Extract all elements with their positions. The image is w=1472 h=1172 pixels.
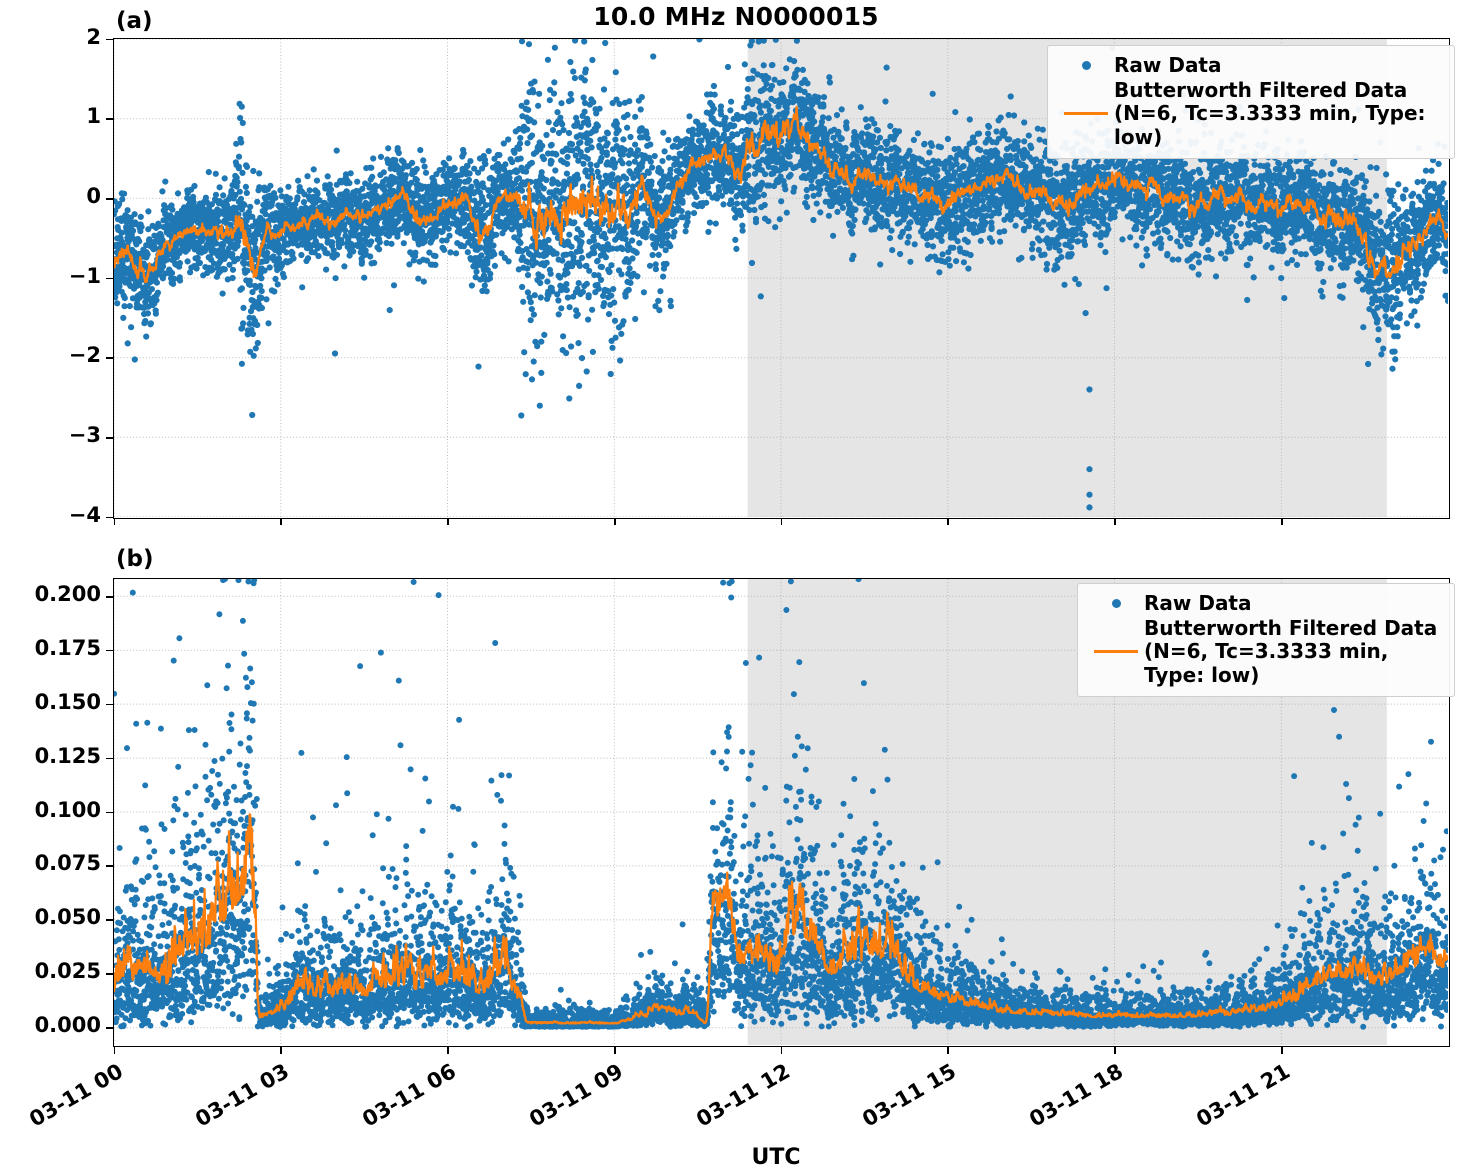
panel-a-tag: (a) bbox=[116, 8, 153, 34]
y-tick-label: 0.150 bbox=[0, 690, 101, 714]
x-tickmark bbox=[114, 1047, 116, 1054]
x-tickmark bbox=[1114, 1047, 1116, 1054]
x-tickmark bbox=[781, 519, 783, 525]
filtered-data-line-icon bbox=[1088, 650, 1144, 653]
legend-label-raw: Raw Data bbox=[1144, 592, 1252, 616]
y-tick-label: 1 bbox=[0, 104, 101, 128]
y-tick-label: −2 bbox=[0, 343, 101, 367]
x-axis-label: UTC bbox=[752, 1145, 801, 1170]
y-tick-label: 0.200 bbox=[0, 582, 101, 606]
x-tick-label: 03-11 00 bbox=[0, 1059, 126, 1155]
panel-a-legend: Raw Data Butterworth Filtered Data (N=6,… bbox=[1047, 45, 1455, 159]
y-tickmark bbox=[106, 704, 113, 706]
legend-row-filtered: Butterworth Filtered Data (N=6, Tc=3.333… bbox=[1088, 617, 1442, 688]
y-tick-label: 0.025 bbox=[0, 959, 101, 983]
y-tickmark bbox=[106, 1027, 113, 1029]
x-tick-label: 03-11 12 bbox=[652, 1059, 794, 1155]
y-tickmark bbox=[106, 517, 113, 519]
x-tickmark bbox=[614, 1047, 616, 1054]
y-tickmark bbox=[106, 919, 113, 921]
y-tick-label: 0.000 bbox=[0, 1013, 101, 1037]
x-tickmark bbox=[947, 1047, 949, 1054]
x-tickmark bbox=[1281, 519, 1283, 525]
x-tickmark bbox=[614, 519, 616, 525]
legend-label-raw: Raw Data bbox=[1114, 54, 1222, 78]
y-tick-label: −3 bbox=[0, 423, 101, 447]
x-tick-label: 03-11 15 bbox=[818, 1059, 960, 1155]
y-tick-label: 0.075 bbox=[0, 851, 101, 875]
x-tickmark bbox=[1114, 519, 1116, 525]
x-tickmark bbox=[447, 519, 449, 525]
y-tick-label: 0.100 bbox=[0, 798, 101, 822]
figure-title: 10.0 MHz N0000015 bbox=[0, 2, 1472, 31]
y-tickmark bbox=[106, 118, 113, 120]
legend-row-raw: Raw Data bbox=[1088, 592, 1442, 616]
y-tickmark bbox=[106, 437, 113, 439]
panel-b-tag: (b) bbox=[116, 546, 154, 572]
y-tick-label: 0 bbox=[0, 184, 101, 208]
y-tickmark bbox=[106, 812, 113, 814]
x-tick-label: 03-11 21 bbox=[1152, 1059, 1294, 1155]
x-tickmark bbox=[447, 1047, 449, 1054]
legend-row-filtered: Butterworth Filtered Data (N=6, Tc=3.333… bbox=[1058, 79, 1442, 150]
x-tick-label: 03-11 06 bbox=[318, 1059, 460, 1155]
y-tick-label: −4 bbox=[0, 503, 101, 527]
y-tick-label: 0.050 bbox=[0, 905, 101, 929]
legend-row-raw: Raw Data bbox=[1058, 54, 1442, 78]
x-tick-label: 03-11 09 bbox=[485, 1059, 627, 1155]
y-tickmark bbox=[106, 865, 113, 867]
x-tickmark bbox=[781, 1047, 783, 1054]
panel-b-legend: Raw Data Butterworth Filtered Data (N=6,… bbox=[1077, 583, 1455, 697]
x-tickmark bbox=[947, 519, 949, 525]
raw-data-marker-icon bbox=[1058, 61, 1114, 70]
legend-label-filtered: Butterworth Filtered Data (N=6, Tc=3.333… bbox=[1144, 617, 1442, 688]
x-tickmark bbox=[280, 1047, 282, 1054]
filtered-data-line-icon bbox=[1058, 112, 1114, 115]
y-tickmark bbox=[106, 596, 113, 598]
x-tickmark bbox=[280, 519, 282, 525]
y-tick-label: −1 bbox=[0, 264, 101, 288]
raw-data-marker-icon bbox=[1088, 599, 1144, 608]
x-tick-label: 03-11 18 bbox=[985, 1059, 1127, 1155]
x-tick-label: 03-11 03 bbox=[151, 1059, 293, 1155]
y-tick-label: 0.175 bbox=[0, 636, 101, 660]
y-tickmark bbox=[106, 357, 113, 359]
y-tickmark bbox=[106, 973, 113, 975]
legend-label-filtered: Butterworth Filtered Data (N=6, Tc=3.333… bbox=[1114, 79, 1442, 150]
y-tickmark bbox=[106, 278, 113, 280]
x-tickmark bbox=[114, 519, 116, 525]
y-tick-label: 0.125 bbox=[0, 744, 101, 768]
y-tickmark bbox=[106, 198, 113, 200]
x-tickmark bbox=[1281, 1047, 1283, 1054]
y-tick-label: 2 bbox=[0, 25, 101, 49]
y-tickmark bbox=[106, 39, 113, 41]
y-tickmark bbox=[106, 650, 113, 652]
y-tickmark bbox=[106, 758, 113, 760]
